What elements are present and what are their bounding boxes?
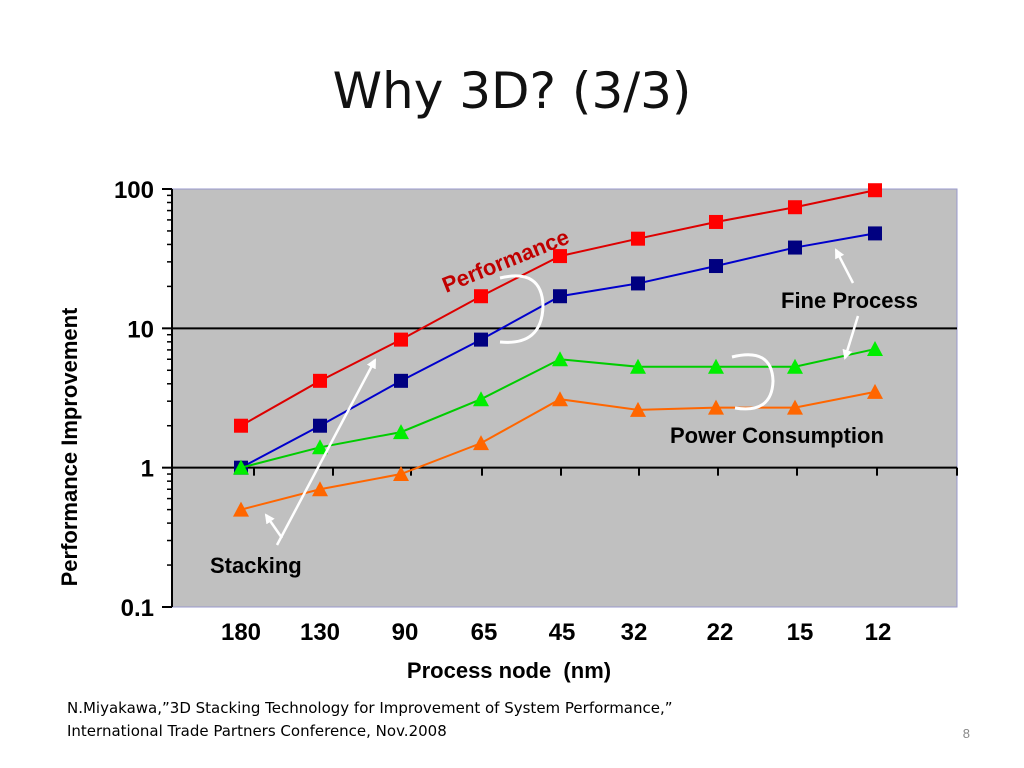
series-3-point	[233, 501, 249, 517]
x-tick-label: 65	[471, 619, 498, 646]
series-1-point	[788, 240, 802, 255]
x-tick-label: 15	[787, 619, 814, 646]
y-tick-label: 10	[127, 316, 154, 343]
x-tick-label: 90	[392, 619, 419, 646]
series-1-point	[709, 259, 723, 274]
series-0-point	[788, 200, 802, 215]
x-tick-label: 45	[549, 619, 576, 646]
series-0-point	[394, 332, 408, 347]
series-3-point	[630, 401, 646, 417]
series-1-point	[313, 418, 327, 433]
citation-line-1: N.Miyakawa,”3D Stacking Technology for I…	[67, 699, 673, 717]
annotation-stacking: Stacking	[210, 553, 302, 578]
series-0-point	[234, 418, 248, 433]
slide-number: 8	[962, 726, 970, 741]
slide-title: Why 3D? (3/3)	[332, 62, 692, 120]
series-0-point	[631, 231, 645, 246]
series-0-point	[313, 373, 327, 388]
series-1-point	[474, 332, 488, 347]
series-0-point	[553, 249, 567, 264]
citation-line-2: International Trade Partners Conference,…	[67, 722, 447, 740]
x-tick-label: 22	[707, 619, 734, 646]
series-0-point	[474, 289, 488, 304]
series-3-point	[473, 435, 489, 451]
series-2-point	[312, 439, 328, 455]
series-1-point	[553, 289, 567, 304]
fine-process-arrow-up	[834, 248, 855, 284]
series-1-point	[631, 276, 645, 291]
series-2-point	[630, 358, 646, 374]
stacking-arrow-back	[264, 513, 284, 539]
series-2-point	[708, 358, 724, 374]
performance-gap-brace	[499, 274, 545, 344]
annotation-power-consumption: Power Consumption	[670, 423, 884, 448]
series-2-point	[552, 351, 568, 367]
power-gap-brace	[731, 353, 775, 411]
series-2-point	[473, 391, 489, 407]
y-axis-title: Performance Improvement	[57, 307, 82, 586]
x-tick-label: 32	[621, 619, 648, 646]
series-3-point	[708, 399, 724, 415]
series-3-point	[787, 399, 803, 415]
y-tick-label: 100	[114, 177, 154, 204]
series-3-point	[312, 481, 328, 497]
series-1-point	[868, 226, 882, 241]
series-2-point	[233, 459, 249, 475]
series-3-point	[867, 383, 883, 399]
series-0-point	[709, 214, 723, 229]
stacking-arrow	[275, 358, 377, 546]
fine-process-arrow-down	[842, 315, 860, 360]
y-tick-label: 0.1	[121, 595, 154, 622]
x-tick-label: 130	[300, 619, 340, 646]
x-axis-title: Process node (nm)	[407, 658, 611, 683]
series-0-point	[868, 183, 882, 198]
series-3-point	[393, 466, 409, 482]
annotation-fine-process: Fine Process	[781, 288, 918, 313]
x-tick-label: 12	[865, 619, 892, 646]
citation: N.Miyakawa,”3D Stacking Technology for I…	[67, 697, 673, 743]
series-2-point	[393, 424, 409, 440]
x-tick-label: 180	[221, 619, 261, 646]
y-tick-label: 1	[141, 456, 154, 483]
series-1-point	[394, 373, 408, 388]
series-3-point	[552, 391, 568, 407]
series-2-point	[867, 341, 883, 357]
series-2-point	[787, 358, 803, 374]
